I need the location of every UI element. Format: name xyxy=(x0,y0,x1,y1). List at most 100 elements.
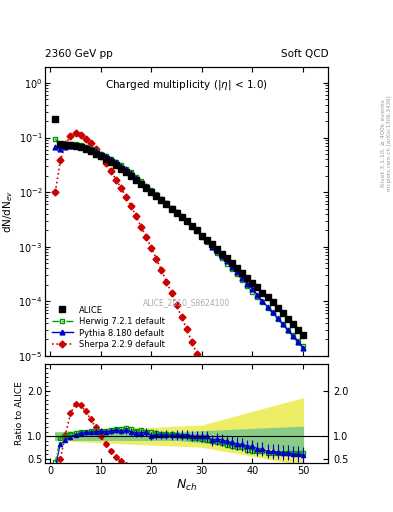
Pythia 8.180 default xyxy=(179,214,184,220)
Herwig 7.2.1 default xyxy=(68,141,73,147)
Pythia 8.180 default xyxy=(275,315,280,321)
ALICE xyxy=(260,290,265,296)
Sherpa 2.2.9 default xyxy=(200,363,204,369)
Sherpa 2.2.9 default xyxy=(73,130,78,136)
ALICE xyxy=(255,284,260,290)
Herwig 7.2.1 default xyxy=(144,183,149,189)
ALICE xyxy=(53,116,58,122)
Pythia 8.180 default xyxy=(189,223,194,229)
ALICE xyxy=(265,294,270,300)
ALICE xyxy=(275,305,280,311)
Sherpa 2.2.9 default xyxy=(53,189,58,195)
Herwig 7.2.1 default xyxy=(250,289,255,295)
Line: ALICE: ALICE xyxy=(53,116,306,338)
Sherpa 2.2.9 default xyxy=(124,194,129,200)
Herwig 7.2.1 default xyxy=(245,283,250,289)
Pythia 8.180 default xyxy=(220,253,224,259)
Pythia 8.180 default xyxy=(265,304,270,310)
Herwig 7.2.1 default xyxy=(58,142,63,148)
Herwig 7.2.1 default xyxy=(149,187,154,193)
Herwig 7.2.1 default xyxy=(78,142,83,148)
ALICE xyxy=(68,142,73,148)
ALICE xyxy=(139,181,143,187)
Pythia 8.180 default xyxy=(139,179,143,185)
Pythia 8.180 default xyxy=(124,166,129,173)
ALICE xyxy=(58,141,63,147)
Herwig 7.2.1 default xyxy=(164,200,169,206)
Herwig 7.2.1 default xyxy=(270,310,275,316)
Pythia 8.180 default xyxy=(280,321,285,327)
Herwig 7.2.1 default xyxy=(94,148,98,154)
Pythia 8.180 default xyxy=(134,175,138,181)
Sherpa 2.2.9 default xyxy=(195,351,199,357)
Sherpa 2.2.9 default xyxy=(184,326,189,332)
Pythia 8.180 default xyxy=(204,238,209,244)
Sherpa 2.2.9 default xyxy=(154,255,159,262)
Sherpa 2.2.9 default xyxy=(119,185,123,191)
Sherpa 2.2.9 default xyxy=(78,132,83,138)
Herwig 7.2.1 default xyxy=(240,276,244,283)
ALICE xyxy=(119,165,123,172)
ALICE xyxy=(189,223,194,229)
Pythia 8.180 default xyxy=(164,200,169,206)
Herwig 7.2.1 default xyxy=(119,162,123,168)
Pythia 8.180 default xyxy=(260,298,265,304)
Herwig 7.2.1 default xyxy=(235,271,240,278)
Herwig 7.2.1 default xyxy=(159,196,164,202)
ALICE xyxy=(108,159,113,165)
Pythia 8.180 default xyxy=(159,196,164,202)
ALICE xyxy=(114,162,118,168)
Sherpa 2.2.9 default xyxy=(139,224,143,230)
Herwig 7.2.1 default xyxy=(114,159,118,165)
ALICE xyxy=(235,265,240,271)
ALICE xyxy=(144,185,149,191)
ALICE xyxy=(174,209,179,216)
X-axis label: $N_{ch}$: $N_{ch}$ xyxy=(176,478,197,493)
Herwig 7.2.1 default xyxy=(265,305,270,311)
Sherpa 2.2.9 default xyxy=(174,302,179,308)
Herwig 7.2.1 default xyxy=(189,224,194,230)
Sherpa 2.2.9 default xyxy=(159,267,164,273)
Text: Soft QCD: Soft QCD xyxy=(281,49,328,59)
Text: 2360 GeV pp: 2360 GeV pp xyxy=(45,49,113,59)
ALICE xyxy=(98,153,103,159)
ALICE xyxy=(169,205,174,211)
Herwig 7.2.1 default xyxy=(83,144,88,150)
Pythia 8.180 default xyxy=(83,144,88,150)
Herwig 7.2.1 default xyxy=(225,261,230,267)
Line: Pythia 8.180 default: Pythia 8.180 default xyxy=(53,142,305,350)
ALICE xyxy=(230,260,235,266)
Herwig 7.2.1 default xyxy=(296,337,300,344)
Sherpa 2.2.9 default xyxy=(63,141,68,147)
ALICE xyxy=(179,214,184,220)
Sherpa 2.2.9 default xyxy=(68,133,73,139)
Pythia 8.180 default xyxy=(209,244,214,250)
Herwig 7.2.1 default xyxy=(290,332,295,338)
ALICE xyxy=(103,156,108,162)
ALICE xyxy=(220,251,224,257)
Legend: ALICE, Herwig 7.2.1 default, Pythia 8.180 default, Sherpa 2.2.9 default: ALICE, Herwig 7.2.1 default, Pythia 8.18… xyxy=(50,303,168,352)
Herwig 7.2.1 default xyxy=(260,300,265,306)
ALICE xyxy=(280,310,285,316)
Sherpa 2.2.9 default xyxy=(129,203,134,209)
ALICE xyxy=(124,169,129,176)
Herwig 7.2.1 default xyxy=(280,321,285,327)
Pythia 8.180 default xyxy=(108,156,113,162)
Line: Herwig 7.2.1 default: Herwig 7.2.1 default xyxy=(53,137,305,348)
Pythia 8.180 default xyxy=(215,247,219,253)
Herwig 7.2.1 default xyxy=(200,234,204,240)
Pythia 8.180 default xyxy=(58,146,63,152)
Herwig 7.2.1 default xyxy=(169,205,174,211)
Sherpa 2.2.9 default xyxy=(179,314,184,321)
ALICE xyxy=(184,219,189,225)
Pythia 8.180 default xyxy=(53,144,58,150)
Pythia 8.180 default xyxy=(119,163,123,169)
ALICE xyxy=(290,321,295,327)
Pythia 8.180 default xyxy=(245,281,250,287)
Pythia 8.180 default xyxy=(98,151,103,157)
ALICE xyxy=(78,144,83,150)
Pythia 8.180 default xyxy=(296,339,300,345)
ALICE xyxy=(88,148,93,154)
Pythia 8.180 default xyxy=(129,170,134,177)
ALICE xyxy=(245,274,250,281)
